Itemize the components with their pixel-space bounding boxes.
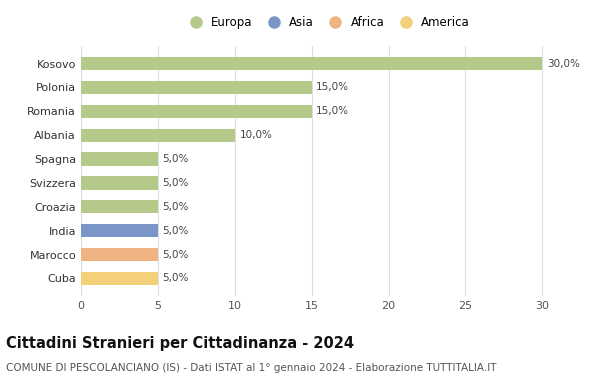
Text: 30,0%: 30,0% <box>547 59 580 68</box>
Text: 5,0%: 5,0% <box>163 178 189 188</box>
Text: 5,0%: 5,0% <box>163 226 189 236</box>
Text: 5,0%: 5,0% <box>163 250 189 260</box>
Text: 5,0%: 5,0% <box>163 202 189 212</box>
Text: 15,0%: 15,0% <box>316 106 349 116</box>
Text: Cittadini Stranieri per Cittadinanza - 2024: Cittadini Stranieri per Cittadinanza - 2… <box>6 336 354 351</box>
Bar <box>81 200 158 214</box>
Bar <box>81 176 158 190</box>
Text: 5,0%: 5,0% <box>163 154 189 164</box>
Bar <box>81 105 311 118</box>
Bar <box>81 248 158 261</box>
Bar <box>81 272 158 285</box>
Text: 5,0%: 5,0% <box>163 274 189 283</box>
Text: 10,0%: 10,0% <box>239 130 272 140</box>
Legend: Europa, Asia, Africa, America: Europa, Asia, Africa, America <box>182 14 472 32</box>
Text: 15,0%: 15,0% <box>316 82 349 92</box>
Bar <box>81 57 542 70</box>
Bar <box>81 128 235 142</box>
Bar <box>81 152 158 166</box>
Bar <box>81 81 311 94</box>
Text: COMUNE DI PESCOLANCIANO (IS) - Dati ISTAT al 1° gennaio 2024 - Elaborazione TUTT: COMUNE DI PESCOLANCIANO (IS) - Dati ISTA… <box>6 363 497 373</box>
Bar <box>81 224 158 237</box>
